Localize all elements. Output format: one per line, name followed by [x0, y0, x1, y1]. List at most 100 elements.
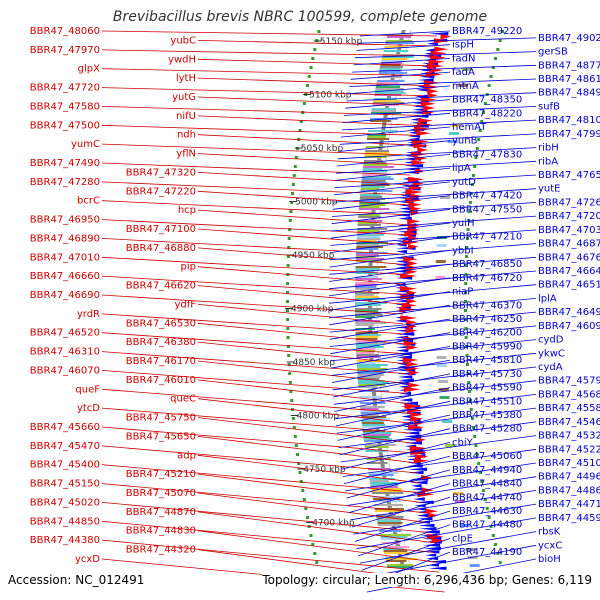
gene-class-bar: [357, 366, 381, 368]
gene-class-bar: [360, 412, 392, 414]
kbp-tick-label: 4900 kbp: [291, 305, 334, 315]
left-gene-label: BBR47_47320: [126, 167, 196, 178]
forward-gene-arrow: [408, 202, 422, 208]
forward-gene-arrow: [403, 256, 418, 262]
right-gene-label: BBR47_45730: [452, 369, 522, 380]
gene-class-bar: [355, 288, 380, 290]
right-gene-label: BBR47_46490: [538, 307, 600, 318]
gene-class-bar: [381, 58, 408, 60]
gene-class-bar: [355, 320, 381, 322]
left-gene-label: pip: [181, 262, 196, 273]
leader-line: [197, 58, 430, 67]
right-gene-label: BBR47_47650: [538, 170, 600, 181]
tick-dot: [469, 408, 473, 411]
left-gene-label: BBR47_47100: [126, 224, 196, 235]
reverse-gene-arrow: [429, 32, 449, 36]
forward-gene-arrow: [403, 386, 421, 392]
right-gene-label: BBR47_45590: [452, 383, 522, 394]
right-gene-label: mtnA: [452, 81, 479, 92]
gene-class-bar: [364, 446, 389, 448]
gene-class-bar: [355, 266, 387, 268]
forward-gene-arrow: [400, 315, 418, 321]
gene-class-bar: [363, 160, 384, 162]
right-gene-label: cbiY: [452, 437, 474, 448]
tick-dot: [464, 309, 467, 312]
left-gene-label: BBR47_46010: [126, 375, 196, 386]
forward-gene-block: [459, 524, 470, 527]
left-gene-label: BBR47_46620: [126, 281, 196, 292]
forward-gene-block: [438, 380, 449, 383]
kbp-tick-label: 4950 kbp: [292, 251, 335, 261]
gene-class-bar: [363, 164, 388, 166]
forward-gene-arrow: [415, 454, 429, 460]
forward-gene-block: [450, 124, 461, 127]
tick-dot: [470, 417, 474, 420]
leader-line: [101, 388, 410, 414]
right-gene-label: BBR47_47210: [452, 232, 522, 243]
tick-dot: [465, 354, 469, 357]
forward-gene-arrow: [408, 382, 421, 388]
tick-dot: [317, 30, 321, 33]
gene-class-bar: [357, 376, 381, 378]
gene-class-bar: [377, 520, 401, 522]
leader-line: [340, 126, 451, 138]
leader-line: [363, 544, 537, 578]
forward-gene-arrow: [440, 34, 452, 40]
forward-gene-block: [469, 564, 480, 567]
leader-line: [348, 483, 451, 513]
left-gene-label: ycxD: [75, 554, 100, 565]
forward-gene-block: [438, 388, 449, 391]
left-gene-label: BBR47_45070: [126, 488, 196, 499]
gene-class-bar: [357, 228, 388, 230]
reverse-gene-arrow: [396, 249, 407, 254]
forward-gene-arrow: [405, 319, 418, 325]
leader-line: [197, 96, 422, 106]
left-gene-label: BBR47_44320: [126, 545, 196, 556]
forward-gene-block: [453, 492, 464, 495]
tick-dot: [311, 543, 315, 546]
left-gene-label: BBR47_44380: [30, 535, 100, 546]
tick-dot: [464, 300, 467, 303]
right-gene-label: lipA: [452, 163, 471, 174]
leader-line: [197, 341, 405, 364]
forward-gene-arrow: [416, 130, 431, 136]
tick-dot: [494, 543, 497, 546]
right-gene-label: BBR47_46090: [538, 321, 600, 332]
gene-class-bar: [371, 108, 397, 110]
right-gene-label: BBR47_48770: [538, 60, 600, 71]
leader-line: [101, 181, 409, 196]
leader-line: [101, 539, 440, 573]
gene-class-bar: [380, 536, 408, 538]
forward-gene-arrow: [417, 147, 429, 153]
leader-line: [358, 37, 537, 44]
forward-gene-block: [448, 132, 459, 135]
forward-gene-arrow: [428, 59, 445, 65]
gene-class-bar: [370, 482, 398, 484]
gene-class-bar: [365, 450, 387, 452]
tick-dot: [286, 291, 289, 294]
gene-class-bar: [366, 458, 392, 460]
gene-class-bar: [361, 416, 387, 418]
left-gene-label: BBR47_46890: [30, 233, 100, 244]
left-gene-label: BBR47_46660: [30, 271, 100, 282]
forward-gene-arrow: [425, 508, 438, 514]
leader-line: [197, 266, 404, 285]
gene-class-bar: [372, 496, 405, 498]
leader-line: [347, 85, 451, 95]
right-gene-label: ykwC: [538, 348, 565, 359]
gene-class-bar: [356, 236, 381, 238]
gene-class-bar: [356, 240, 377, 242]
tick-dot: [293, 165, 297, 168]
forward-gene-arrow: [413, 143, 429, 149]
gene-class-bar: [362, 426, 394, 428]
gene-class-bar: [361, 424, 386, 426]
gene-class-bar: [379, 534, 412, 536]
left-gene-label: BBR47_46310: [30, 347, 100, 358]
tick-dot: [494, 57, 497, 60]
forward-gene-arrow: [407, 223, 420, 229]
leader-line: [101, 219, 406, 235]
leader-line: [351, 496, 451, 528]
reverse-gene-arrow: [399, 401, 418, 405]
gene-class-bar: [362, 168, 383, 170]
tick-dot: [472, 426, 475, 429]
